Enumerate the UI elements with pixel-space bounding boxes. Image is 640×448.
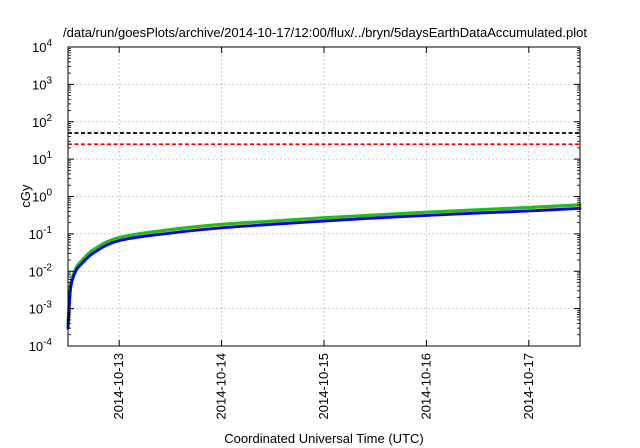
y-tick-label: 100 xyxy=(32,188,52,205)
x-axis: 2014-10-13 2014-10-14 2014-10-15 2014-10-16… xyxy=(111,47,536,420)
series-lines xyxy=(66,203,582,330)
y-axis: 10-4 10-3 10-2 10-1 100 101 102 103 104 xyxy=(29,38,580,354)
y-tick-label: 10-2 xyxy=(29,262,53,279)
y-tick-label: 10-1 xyxy=(29,225,53,242)
series-line xyxy=(66,207,582,330)
x-tick-label: 2014-10-13 xyxy=(111,353,126,420)
x-tick-label: 2014-10-14 xyxy=(214,353,229,420)
y-tick-label: 10-4 xyxy=(29,337,53,354)
y-tick-label: 10-3 xyxy=(29,300,53,317)
x-tick-label: 2014-10-17 xyxy=(521,353,536,420)
y-tick-label: 102 xyxy=(32,113,52,130)
chart-title: /data/run/goesPlots/archive/2014-10-17/1… xyxy=(63,25,587,40)
y-tick-label: 104 xyxy=(32,38,52,55)
y-tick-label: 103 xyxy=(32,75,52,92)
x-axis-label: Coordinated Universal Time (UTC) xyxy=(224,431,423,446)
y-axis-label: cGy xyxy=(18,184,33,208)
x-tick-label: 2014-10-15 xyxy=(316,353,331,420)
x-tick-label: 2014-10-16 xyxy=(418,353,433,420)
y-tick-label: 101 xyxy=(32,150,52,167)
reference-lines xyxy=(68,132,580,146)
